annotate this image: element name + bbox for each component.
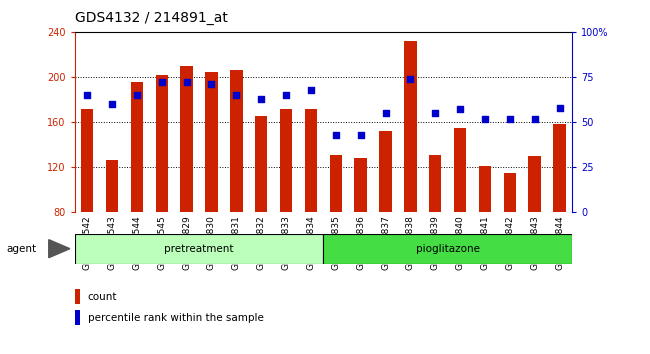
Bar <box>404 41 417 212</box>
Bar <box>106 160 118 212</box>
Bar <box>305 109 317 212</box>
Point <box>82 92 92 98</box>
Bar <box>429 155 441 212</box>
Point <box>306 87 316 92</box>
Bar <box>255 116 267 212</box>
Bar <box>324 234 572 264</box>
Bar <box>81 109 94 212</box>
Bar <box>75 234 324 264</box>
Bar <box>380 131 392 212</box>
Point <box>380 110 391 116</box>
Point <box>331 132 341 138</box>
Point <box>256 96 266 102</box>
Bar <box>528 156 541 212</box>
Bar <box>479 166 491 212</box>
Point <box>480 116 490 121</box>
Point <box>356 132 366 138</box>
Text: pioglitazone: pioglitazone <box>416 244 480 254</box>
Bar <box>75 289 79 304</box>
Text: pretreatment: pretreatment <box>164 244 234 254</box>
Point <box>504 116 515 121</box>
Point <box>430 110 441 116</box>
Point <box>405 76 415 82</box>
Bar <box>131 81 143 212</box>
Text: percentile rank within the sample: percentile rank within the sample <box>88 313 264 323</box>
Point <box>281 92 291 98</box>
Bar <box>230 70 242 212</box>
Point <box>231 92 242 98</box>
Text: count: count <box>88 291 117 302</box>
Point <box>181 80 192 85</box>
Bar <box>454 128 466 212</box>
Point <box>206 81 216 87</box>
Bar <box>504 173 516 212</box>
Bar <box>553 124 566 212</box>
Bar <box>280 109 292 212</box>
Polygon shape <box>49 240 70 258</box>
Point <box>132 92 142 98</box>
Bar <box>205 73 218 212</box>
Bar <box>155 75 168 212</box>
Point <box>157 80 167 85</box>
Bar <box>181 66 193 212</box>
Bar <box>75 310 79 325</box>
Bar <box>330 155 342 212</box>
Point <box>107 101 117 107</box>
Point <box>455 107 465 112</box>
Point <box>554 105 565 110</box>
Point <box>530 116 540 121</box>
Bar <box>354 158 367 212</box>
Text: agent: agent <box>6 244 36 254</box>
Text: GDS4132 / 214891_at: GDS4132 / 214891_at <box>75 11 228 25</box>
